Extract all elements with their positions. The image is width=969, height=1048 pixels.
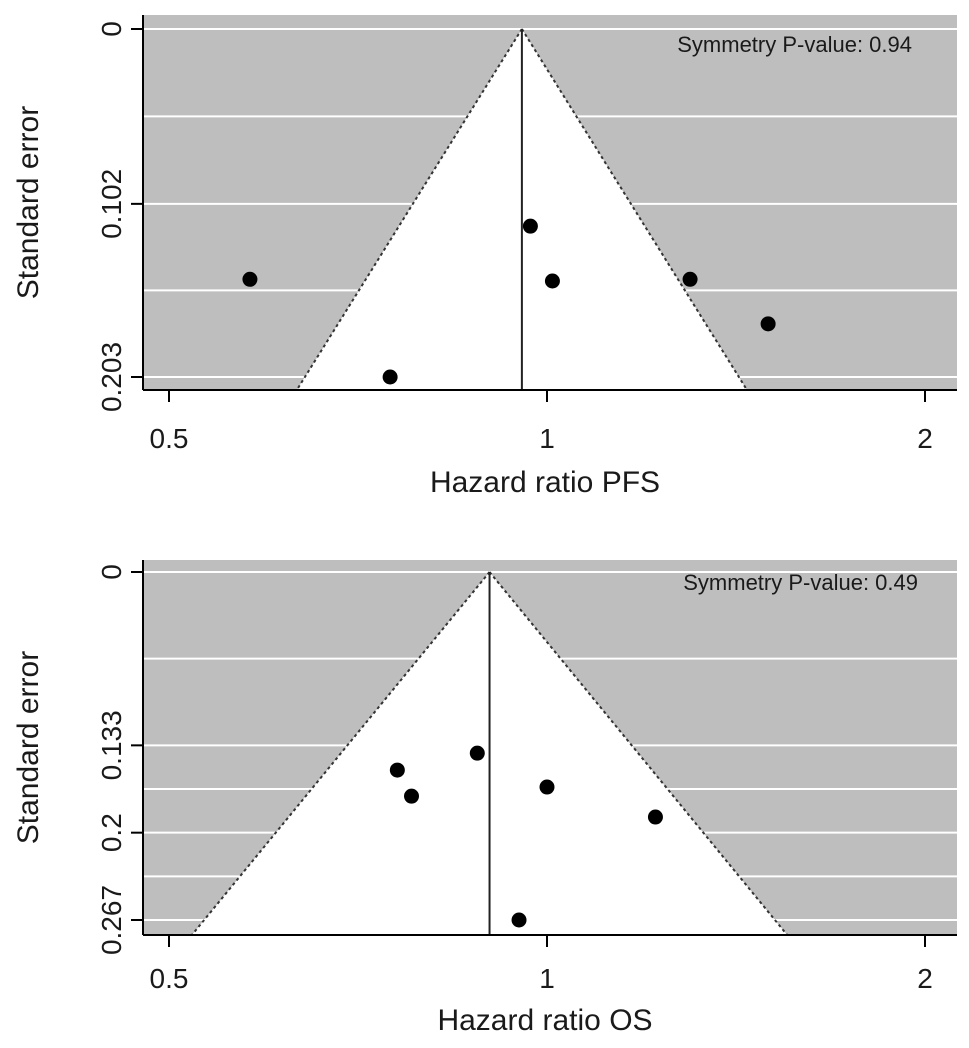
- funnel-panel-2: 0 0.133 0.2 0.267 0.5 1 2 Hazard ratio OS Standa…: [12, 560, 957, 1037]
- data-point-2: [404, 788, 420, 804]
- x-tick-label: 1: [539, 423, 555, 454]
- data-point-5: [682, 271, 698, 287]
- data-point-3: [469, 745, 485, 761]
- data-point-5: [647, 809, 663, 825]
- y-tick-label: 0.102: [96, 169, 127, 239]
- x-tick-label: 0.5: [150, 423, 189, 454]
- y-tick-label: 0: [96, 564, 127, 580]
- symmetry-p-value-annotation: Symmetry P-value: 0.94: [677, 32, 912, 57]
- y-tick-label: 0: [96, 21, 127, 37]
- x-axis-title: Hazard ratio OS: [437, 1004, 652, 1037]
- data-point-4: [544, 273, 560, 289]
- funnel-right-edge: [521, 28, 748, 390]
- x-tick-label: 2: [917, 423, 933, 454]
- y-tick-label: 0.267: [96, 885, 127, 955]
- funnel-group: [143, 571, 957, 935]
- data-point-2: [382, 369, 398, 385]
- y-tick-label: 0.2: [96, 813, 127, 852]
- funnel-panel-1: 0 0.102 0.203 0.5 1 2 Hazard ratio PFS Standard…: [12, 15, 957, 499]
- data-point-1: [242, 271, 258, 287]
- y-tick-label: 0.133: [96, 710, 127, 780]
- funnel-right-edge: [488, 571, 789, 935]
- data-point-3: [522, 218, 538, 234]
- y-axis-title: Standard error: [12, 106, 45, 299]
- symmetry-p-value-annotation: Symmetry P-value: 0.49: [683, 570, 918, 595]
- y-tick-label: 0.203: [96, 342, 127, 412]
- data-point-6: [760, 316, 776, 332]
- x-tick-label: 0.5: [150, 963, 189, 994]
- data-point-4: [539, 779, 555, 795]
- funnel-left-edge: [295, 28, 523, 390]
- data-point-6: [511, 912, 527, 928]
- data-point-1: [389, 762, 405, 778]
- x-axis-title: Hazard ratio PFS: [430, 466, 660, 499]
- x-tick-label: 1: [539, 963, 555, 994]
- funnel-left-edge: [191, 571, 491, 935]
- y-axis-title: Standard error: [12, 651, 45, 844]
- funnel-group: [143, 28, 957, 390]
- x-tick-label: 2: [917, 963, 933, 994]
